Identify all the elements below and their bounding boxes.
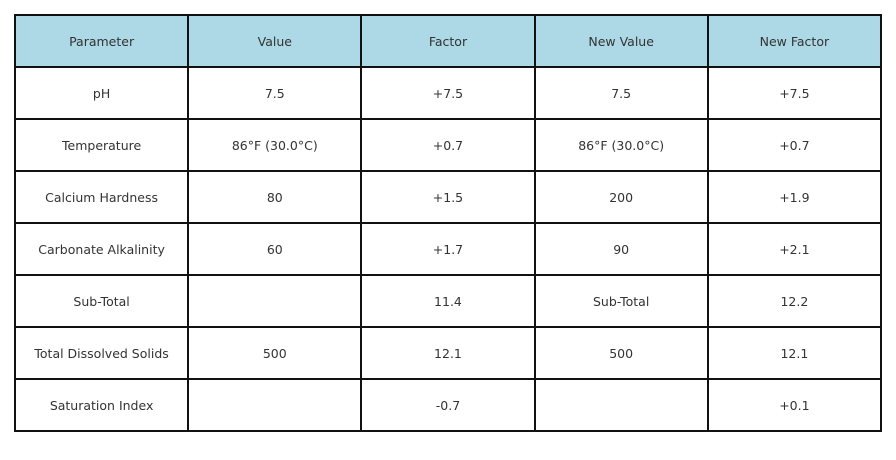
table-row: Carbonate Alkalinity 60 +1.7 90 +2.1 — [13, 222, 883, 276]
data-table: Parameter Value Factor New Value New Factor … — [13, 14, 883, 432]
table-row: pH 7.5 +7.5 7.5 +7.5 — [13, 66, 883, 120]
table-cell — [533, 378, 709, 432]
table-cell: 12.2 — [706, 274, 883, 328]
header-cell: Parameter — [13, 14, 190, 68]
table-cell: 500 — [187, 326, 363, 380]
table-cell: Temperature — [13, 118, 190, 172]
table-cell: +1.9 — [706, 170, 883, 224]
table-cell — [187, 378, 363, 432]
table-cell: 12.1 — [706, 326, 883, 380]
table-row: Total Dissolved Solids 500 12.1 500 12.1 — [13, 326, 883, 380]
table-cell: +0.7 — [706, 118, 883, 172]
table-cell: +7.5 — [360, 66, 536, 120]
table-cell: 7.5 — [187, 66, 363, 120]
header-cell: Factor — [360, 14, 536, 68]
table-cell: +7.5 — [706, 66, 883, 120]
table-body: pH 7.5 +7.5 7.5 +7.5 Temperature 86°F (30.0°C)… — [13, 66, 883, 432]
header-cell: Value — [187, 14, 363, 68]
table-cell: 80 — [187, 170, 363, 224]
table-cell: +2.1 — [706, 222, 883, 276]
table-cell: Saturation Index — [13, 378, 190, 432]
table-row: Saturation Index -0.7 +0.1 — [13, 378, 883, 432]
table-cell: 200 — [533, 170, 709, 224]
table-cell: Carbonate Alkalinity — [13, 222, 190, 276]
table-cell: 86°F (30.0°C) — [533, 118, 709, 172]
header-cell: New Factor — [706, 14, 883, 68]
table-cell — [187, 274, 363, 328]
table-cell: +0.1 — [706, 378, 883, 432]
table-cell: Total Dissolved Solids — [13, 326, 190, 380]
table-cell: 12.1 — [360, 326, 536, 380]
table-row: Temperature 86°F (30.0°C) +0.7 86°F (30.0°C… — [13, 118, 883, 172]
table-cell: +0.7 — [360, 118, 536, 172]
table-cell: 90 — [533, 222, 709, 276]
table-cell: Sub-Total — [533, 274, 709, 328]
table-cell: +1.7 — [360, 222, 536, 276]
table-cell: Calcium Hardness — [13, 170, 190, 224]
table-cell: -0.7 — [360, 378, 536, 432]
table-row: Calcium Hardness 80 +1.5 200 +1.9 — [13, 170, 883, 224]
header-cell: New Value — [533, 14, 709, 68]
header-row: Parameter Value Factor New Value New Factor — [13, 14, 883, 68]
table-cell: Sub-Total — [13, 274, 190, 328]
table-cell: 86°F (30.0°C) — [187, 118, 363, 172]
table-cell: 11.4 — [360, 274, 536, 328]
table-cell: +1.5 — [360, 170, 536, 224]
table-cell: 7.5 — [533, 66, 709, 120]
table-cell: 500 — [533, 326, 709, 380]
table-cell: pH — [13, 66, 190, 120]
table-row: Sub-Total 11.4 Sub-Total 12.2 — [13, 274, 883, 328]
table-cell: 60 — [187, 222, 363, 276]
table-container: Parameter Value Factor New Value New Factor … — [13, 14, 883, 432]
